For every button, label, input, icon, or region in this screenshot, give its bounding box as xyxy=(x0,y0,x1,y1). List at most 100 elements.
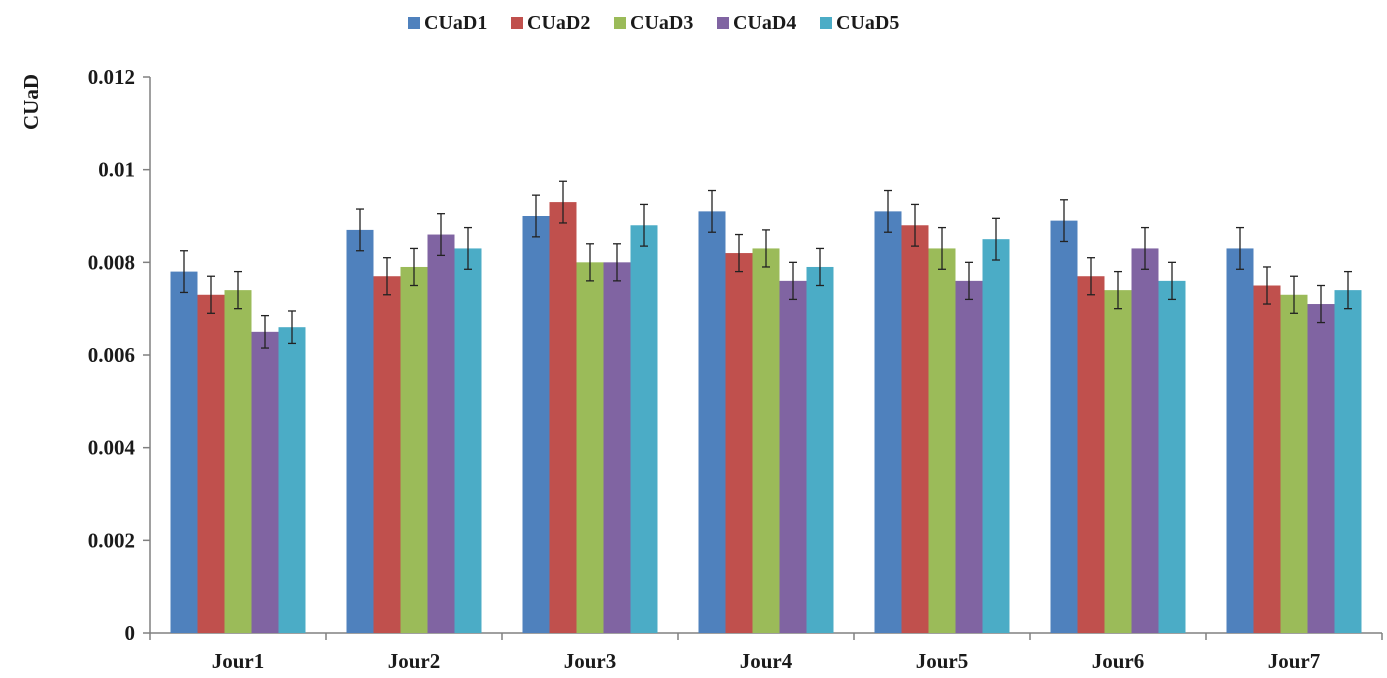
error-bar xyxy=(1317,284,1325,324)
error-bar xyxy=(261,314,269,349)
error-bar xyxy=(410,247,418,287)
bar xyxy=(224,290,252,633)
error-bar xyxy=(356,208,364,252)
x-tick-label: Jour3 xyxy=(564,649,617,673)
x-tick-label: Jour5 xyxy=(916,649,969,673)
x-axis: Jour1 Jour2 Jour3 Jour4 Jour5 Jour6 Jour7 xyxy=(149,632,1383,673)
bar xyxy=(400,266,428,633)
error-bar xyxy=(1344,270,1352,310)
bar xyxy=(630,225,658,633)
bar xyxy=(1131,248,1159,633)
legend-swatch xyxy=(820,17,832,29)
legend-label: CUaD5 xyxy=(836,12,899,34)
bar xyxy=(1334,290,1362,633)
bar xyxy=(454,248,482,633)
bar xyxy=(1104,290,1132,633)
bar xyxy=(1226,248,1254,633)
error-bar xyxy=(938,226,946,270)
bar xyxy=(779,280,807,633)
error-bar xyxy=(1263,266,1271,305)
bar xyxy=(251,331,279,633)
error-bar xyxy=(1141,226,1149,270)
error-bar xyxy=(1087,257,1095,296)
legend-swatch xyxy=(511,17,523,29)
error-bar xyxy=(464,226,472,270)
legend-item: CUaD2 xyxy=(511,12,590,34)
legend-item: CUaD5 xyxy=(820,12,899,34)
error-bar xyxy=(816,247,824,287)
error-bar xyxy=(383,257,391,296)
legend-label: CUaD3 xyxy=(630,12,693,34)
error-bar xyxy=(911,203,919,247)
legend-swatch xyxy=(408,17,420,29)
bar xyxy=(928,248,956,633)
bar xyxy=(1077,276,1105,633)
bar xyxy=(982,239,1010,633)
bar xyxy=(752,248,780,633)
bar xyxy=(1307,304,1335,633)
x-tick-label: Jour7 xyxy=(1268,649,1321,673)
error-bar xyxy=(586,243,594,282)
error-bar xyxy=(180,250,188,294)
error-bar xyxy=(640,203,648,247)
legend-item: CUaD1 xyxy=(408,12,487,34)
error-bar xyxy=(207,275,215,314)
bar xyxy=(725,253,753,634)
bar xyxy=(549,202,577,633)
error-bar xyxy=(559,180,567,224)
bar xyxy=(1050,220,1078,633)
error-bar xyxy=(992,217,1000,261)
legend-label: CUaD1 xyxy=(424,12,487,34)
bar xyxy=(1280,294,1308,633)
bar xyxy=(874,211,902,633)
bar xyxy=(427,234,455,634)
error-bar xyxy=(708,189,716,233)
y-tick-label: 0.01 xyxy=(98,158,135,182)
error-bar xyxy=(613,243,621,282)
error-bar xyxy=(288,310,296,345)
error-bar xyxy=(1168,261,1176,301)
x-tick-label: Jour1 xyxy=(212,649,265,673)
bar xyxy=(698,211,726,633)
y-tick-label: 0.002 xyxy=(88,528,135,552)
x-tick-label: Jour4 xyxy=(740,649,793,673)
legend: CUaD1 CUaD2 CUaD3 CUaD4 CUaD5 xyxy=(408,12,899,34)
legend-item: CUaD3 xyxy=(614,12,693,34)
bar xyxy=(278,327,306,633)
error-bar xyxy=(884,189,892,233)
y-axis-title: CUaD xyxy=(19,74,43,130)
error-bar xyxy=(735,233,743,273)
error-bar xyxy=(1236,226,1244,270)
bar xyxy=(522,216,550,633)
y-tick-label: 0.008 xyxy=(88,250,135,274)
bar xyxy=(170,271,198,633)
error-bar xyxy=(965,261,973,301)
error-bar xyxy=(1114,270,1122,310)
y-tick-label: 0 xyxy=(125,621,136,645)
x-tick-label: Jour6 xyxy=(1092,649,1145,673)
error-bar xyxy=(532,194,540,238)
y-tick-label: 0.012 xyxy=(88,65,135,89)
legend-swatch xyxy=(614,17,626,29)
bar xyxy=(955,280,983,633)
legend-label: CUaD4 xyxy=(733,12,796,34)
bar xyxy=(603,262,631,633)
error-bar xyxy=(437,213,445,257)
bar-series xyxy=(170,180,1362,634)
bar xyxy=(197,294,225,633)
bar xyxy=(1253,285,1281,633)
error-bar xyxy=(234,270,242,310)
error-bar xyxy=(789,261,797,301)
x-tick-label: Jour2 xyxy=(388,649,441,673)
bar xyxy=(806,266,834,633)
error-bar xyxy=(762,229,770,268)
legend-item: CUaD4 xyxy=(717,12,796,34)
bar xyxy=(346,229,374,633)
legend-label: CUaD2 xyxy=(527,12,590,34)
bar xyxy=(373,276,401,633)
y-tick-label: 0.006 xyxy=(88,343,135,367)
bar xyxy=(1158,280,1186,633)
bar xyxy=(901,225,929,633)
y-tick-label: 0.004 xyxy=(88,436,136,460)
